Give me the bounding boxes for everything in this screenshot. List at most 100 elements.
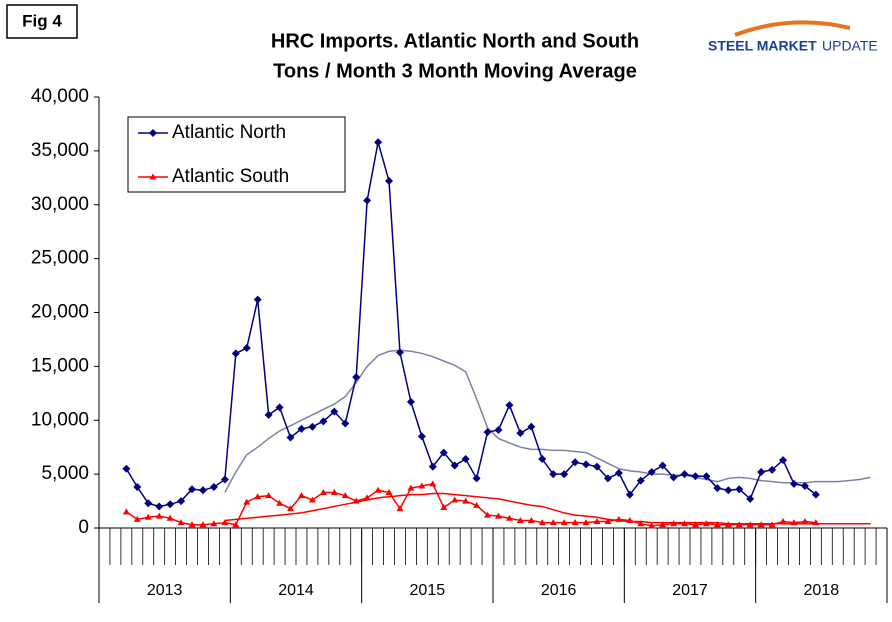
data-point	[757, 467, 766, 476]
data-point	[527, 422, 536, 431]
data-point	[352, 497, 360, 504]
chart-title: HRC Imports. Atlantic North and South	[271, 30, 639, 52]
data-point	[801, 518, 809, 525]
data-point	[484, 511, 492, 518]
data-point	[626, 516, 634, 523]
data-point	[604, 518, 612, 525]
data-point	[429, 480, 437, 487]
y-tick-label: 35,000	[31, 140, 89, 161]
data-point	[516, 516, 524, 523]
figure-label-box	[6, 4, 78, 39]
series-line	[125, 482, 816, 527]
data-point	[264, 410, 273, 419]
data-point	[811, 490, 820, 499]
data-point	[614, 469, 623, 478]
data-point	[363, 196, 372, 205]
data-point	[198, 486, 207, 495]
data-point	[276, 499, 284, 506]
data-point	[144, 499, 153, 508]
y-tick-label: 40,000	[31, 86, 89, 107]
data-point	[395, 348, 404, 357]
data-point	[149, 173, 157, 180]
data-point	[188, 521, 196, 528]
data-point	[407, 484, 415, 491]
data-point	[615, 515, 623, 522]
data-point	[330, 407, 339, 416]
data-point	[166, 500, 175, 509]
data-point	[789, 479, 798, 488]
data-point	[122, 464, 131, 473]
data-point	[779, 518, 787, 525]
data-point	[396, 505, 404, 512]
data-point	[560, 470, 569, 479]
data-point	[790, 519, 798, 526]
data-point	[527, 516, 535, 523]
data-point	[735, 521, 743, 528]
data-point	[243, 498, 251, 505]
logo-swoosh	[734, 20, 851, 37]
data-point	[505, 401, 514, 410]
y-tick-label: 0	[78, 517, 89, 538]
data-point	[669, 473, 678, 482]
data-point	[149, 129, 157, 137]
data-point	[603, 474, 612, 483]
data-point	[658, 461, 667, 470]
chart-subtitle: Tons / Month 3 Month Moving Average	[273, 60, 637, 82]
data-point	[231, 349, 240, 358]
data-point	[341, 492, 349, 499]
data-point	[451, 496, 459, 503]
y-tick-label: 25,000	[31, 248, 89, 269]
data-point	[232, 521, 240, 528]
data-point	[505, 514, 513, 521]
y-tick-label: 20,000	[31, 302, 89, 323]
data-point	[385, 177, 394, 186]
data-point	[647, 467, 656, 476]
x-group-label: 2014	[278, 582, 314, 599]
data-point	[440, 504, 448, 511]
data-point	[199, 521, 207, 528]
data-point	[648, 522, 656, 529]
data-point	[571, 519, 579, 526]
data-point	[319, 488, 327, 495]
data-point	[549, 470, 558, 479]
trend-line	[224, 492, 871, 525]
data-point	[560, 519, 568, 526]
data-point	[374, 138, 383, 147]
data-point	[242, 344, 251, 353]
data-point	[746, 494, 755, 503]
data-point	[659, 521, 667, 528]
y-tick-label: 15,000	[31, 355, 89, 376]
x-group-label: 2015	[410, 582, 446, 599]
data-point	[308, 496, 316, 503]
data-point	[691, 521, 699, 528]
data-point	[188, 485, 197, 494]
data-point	[439, 448, 448, 457]
data-point	[418, 482, 426, 489]
legend-box	[127, 116, 346, 193]
data-point	[253, 295, 262, 304]
trend-line	[224, 349, 871, 493]
data-point	[319, 417, 328, 426]
data-point	[812, 519, 820, 526]
x-group-label: 2016	[541, 582, 577, 599]
data-point	[625, 490, 634, 499]
data-point	[417, 432, 426, 441]
data-point	[691, 472, 700, 481]
data-point	[352, 373, 361, 382]
data-point	[681, 520, 689, 527]
data-point	[275, 403, 284, 412]
data-point	[297, 424, 306, 433]
data-point	[341, 419, 350, 428]
data-point	[166, 514, 174, 521]
data-point	[779, 456, 788, 465]
legend-label: Atlantic North	[172, 122, 286, 143]
data-point	[155, 512, 163, 519]
data-point	[549, 519, 557, 526]
data-point	[254, 493, 262, 500]
data-point	[538, 519, 546, 526]
data-point	[385, 488, 393, 495]
data-point	[680, 470, 689, 479]
data-point	[494, 512, 502, 519]
data-point	[308, 422, 317, 431]
data-point	[406, 397, 415, 406]
